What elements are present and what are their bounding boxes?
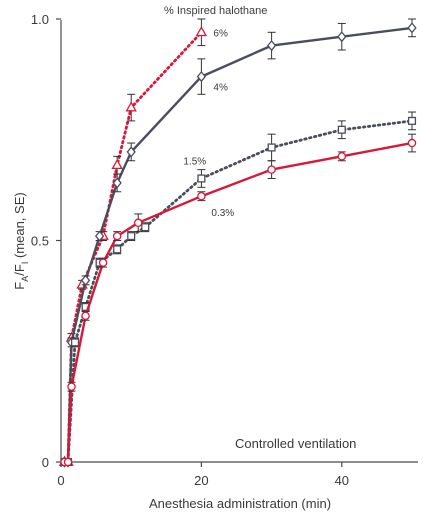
y-axis-title-rest: (mean, SE): [12, 192, 27, 261]
data-point: [98, 258, 108, 267]
x-tick-label: 20: [194, 473, 208, 488]
series-label: 4%: [213, 83, 228, 94]
x-axis-title: Anesthesia administration (min): [149, 496, 331, 511]
data-point: [112, 231, 122, 241]
data-point: [266, 39, 277, 52]
data-point: [197, 174, 206, 183]
data-point: [126, 146, 136, 158]
data-point: [267, 165, 276, 174]
data-point: [113, 245, 122, 254]
data-point: [127, 232, 136, 241]
axis-ticks: 0 20 40 0 0.5 1.0: [31, 12, 349, 488]
data-point: [125, 101, 137, 112]
data-point: [111, 158, 123, 170]
data-point: [407, 138, 417, 148]
series-6-pct: 6%: [58, 18, 228, 466]
y-axis-title-sub2: I: [20, 262, 30, 265]
data-point: [407, 22, 417, 34]
data-point: [267, 143, 276, 152]
series-line: [63, 119, 414, 464]
series-label: 0.3%: [211, 208, 234, 219]
data-point: [94, 230, 105, 242]
data-point: [81, 311, 90, 321]
data-point: [70, 338, 80, 347]
x-tick-label: 0: [57, 473, 64, 488]
series-group: 6% 4% 1.5% 0.3%: [58, 18, 417, 468]
data-point: [196, 70, 207, 83]
legend-title: % Inspired halothane: [164, 5, 267, 17]
y-axis-title-f1: F: [12, 282, 27, 290]
data-point: [63, 457, 73, 467]
data-point: [80, 274, 91, 286]
data-point: [133, 218, 143, 228]
series-line: [64, 141, 413, 464]
data-point: [337, 125, 346, 134]
y-axis-title-slash: /F: [12, 264, 27, 276]
y-tick-label: 0.5: [31, 234, 49, 249]
data-point: [67, 382, 76, 391]
data-point: [112, 177, 122, 189]
data-point: [195, 25, 208, 37]
y-tick-label: 1.0: [31, 12, 49, 27]
series-label: 1.5%: [183, 156, 206, 167]
y-axis-title-sub1: A: [20, 276, 30, 282]
data-point: [337, 31, 347, 43]
x-tick-label: 40: [335, 473, 349, 488]
series-03-pct: 0.3%: [60, 133, 417, 467]
series-line: [63, 30, 203, 464]
series-label: 6%: [213, 28, 228, 39]
data-point: [197, 191, 206, 201]
data-point: [337, 152, 347, 161]
y-tick-label: 0: [42, 455, 49, 470]
data-point: [407, 116, 417, 125]
data-point: [141, 223, 150, 232]
y-axis-title: FA/FI (mean, SE): [12, 192, 30, 289]
chart-annotation: Controlled ventilation: [235, 436, 356, 451]
